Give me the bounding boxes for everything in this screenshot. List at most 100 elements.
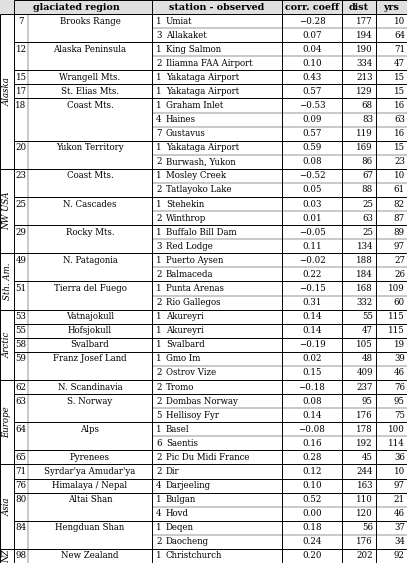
Text: 178: 178: [356, 425, 373, 434]
Text: 4: 4: [156, 509, 162, 518]
Text: 25: 25: [15, 199, 26, 208]
Text: 0.22: 0.22: [302, 270, 322, 279]
Text: 192: 192: [357, 439, 373, 448]
Text: 27: 27: [394, 256, 405, 265]
Text: 120: 120: [356, 509, 373, 518]
Text: 0.01: 0.01: [302, 213, 322, 222]
Text: 163: 163: [357, 481, 373, 490]
Text: 0.11: 0.11: [302, 242, 322, 251]
Text: Yakataga Airport: Yakataga Airport: [166, 87, 239, 96]
Text: 4: 4: [156, 115, 162, 124]
Text: Punta Arenas: Punta Arenas: [166, 284, 224, 293]
Text: 19: 19: [394, 340, 405, 349]
Text: Akureyri: Akureyri: [166, 312, 204, 321]
Text: 56: 56: [362, 523, 373, 532]
Text: 334: 334: [357, 59, 373, 68]
Text: 7: 7: [18, 16, 24, 25]
Text: 0.20: 0.20: [302, 552, 322, 560]
Text: −0.19: −0.19: [299, 340, 325, 349]
Text: Winthrop: Winthrop: [166, 213, 206, 222]
Text: 16: 16: [394, 101, 405, 110]
Text: New Zealand: New Zealand: [61, 552, 119, 560]
Text: 25: 25: [362, 199, 373, 208]
Text: 2: 2: [156, 396, 162, 405]
Text: 0.16: 0.16: [302, 439, 322, 448]
Text: 2: 2: [156, 213, 162, 222]
Text: 190: 190: [356, 44, 373, 53]
Text: Burwash, Yukon: Burwash, Yukon: [166, 157, 236, 166]
Text: 0.14: 0.14: [302, 326, 322, 335]
Text: −0.08: −0.08: [299, 425, 326, 434]
Bar: [0, 0, 407, 14]
Text: Saentis: Saentis: [166, 439, 198, 448]
Text: 47: 47: [362, 326, 373, 335]
Text: 2: 2: [156, 59, 162, 68]
Text: −0.02: −0.02: [299, 256, 325, 265]
Text: Arctic: Arctic: [2, 332, 11, 358]
Text: Deqen: Deqen: [166, 523, 194, 532]
Text: Christchurch: Christchurch: [166, 552, 222, 560]
Text: 1: 1: [156, 87, 162, 96]
Text: 1: 1: [156, 227, 162, 236]
Text: 0.00: 0.00: [302, 509, 322, 518]
Text: 0.57: 0.57: [302, 87, 322, 96]
Text: Gmo Im: Gmo Im: [166, 354, 200, 363]
Text: 115: 115: [388, 312, 405, 321]
Text: Yakataga Airport: Yakataga Airport: [166, 73, 239, 82]
Text: 0.09: 0.09: [302, 115, 322, 124]
Text: 2: 2: [156, 538, 162, 546]
Text: 63: 63: [15, 396, 26, 405]
Text: −0.52: −0.52: [299, 171, 325, 180]
Text: 2: 2: [156, 453, 162, 462]
Text: N. Scandinavia: N. Scandinavia: [58, 382, 123, 391]
Text: 0.43: 0.43: [302, 73, 322, 82]
Text: −0.28: −0.28: [299, 16, 325, 25]
Text: 71: 71: [394, 44, 405, 53]
Text: 115: 115: [388, 326, 405, 335]
Text: Altai Shan: Altai Shan: [68, 495, 112, 504]
Text: 0.07: 0.07: [302, 30, 322, 39]
Text: N. Cascades: N. Cascades: [63, 199, 117, 208]
Text: S. Norway: S. Norway: [68, 396, 113, 405]
Text: 92: 92: [394, 552, 405, 560]
Text: 0.05: 0.05: [302, 185, 322, 194]
Text: 213: 213: [357, 73, 373, 82]
Text: Coast Mts.: Coast Mts.: [67, 171, 114, 180]
Text: 68: 68: [362, 101, 373, 110]
Text: Puerto Aysen: Puerto Aysen: [166, 256, 223, 265]
Text: Mosley Creek: Mosley Creek: [166, 171, 226, 180]
Text: 1: 1: [156, 16, 162, 25]
Text: 1: 1: [156, 73, 162, 82]
Text: 88: 88: [362, 185, 373, 194]
Text: 55: 55: [362, 312, 373, 321]
Text: glaciated region: glaciated region: [33, 2, 119, 11]
Text: 1: 1: [156, 312, 162, 321]
Text: 10: 10: [394, 16, 405, 25]
Text: 21: 21: [394, 495, 405, 504]
Text: 0.08: 0.08: [302, 157, 322, 166]
Text: Svalbard: Svalbard: [166, 340, 205, 349]
Text: 0.28: 0.28: [302, 453, 322, 462]
Text: Daocheng: Daocheng: [166, 538, 209, 546]
Text: 0.57: 0.57: [302, 129, 322, 138]
Text: 134: 134: [357, 242, 373, 251]
Text: 177: 177: [357, 16, 373, 25]
Text: Yukon Territory: Yukon Territory: [56, 143, 124, 152]
Text: Buffalo Bill Dam: Buffalo Bill Dam: [166, 227, 236, 236]
Text: 1: 1: [156, 326, 162, 335]
Text: 110: 110: [356, 495, 373, 504]
Text: 26: 26: [394, 270, 405, 279]
Text: 169: 169: [357, 143, 373, 152]
Text: Alaska: Alaska: [2, 77, 11, 106]
Text: 64: 64: [15, 425, 26, 434]
Text: Balmaceda: Balmaceda: [166, 270, 214, 279]
Text: 63: 63: [362, 213, 373, 222]
Text: 114: 114: [388, 439, 405, 448]
Text: 176: 176: [357, 538, 373, 546]
Text: Alps: Alps: [81, 425, 99, 434]
Text: 45: 45: [362, 453, 373, 462]
Text: 3: 3: [156, 242, 161, 251]
Text: Umiat: Umiat: [166, 16, 193, 25]
Text: 0.12: 0.12: [302, 467, 322, 476]
Text: 87: 87: [394, 213, 405, 222]
